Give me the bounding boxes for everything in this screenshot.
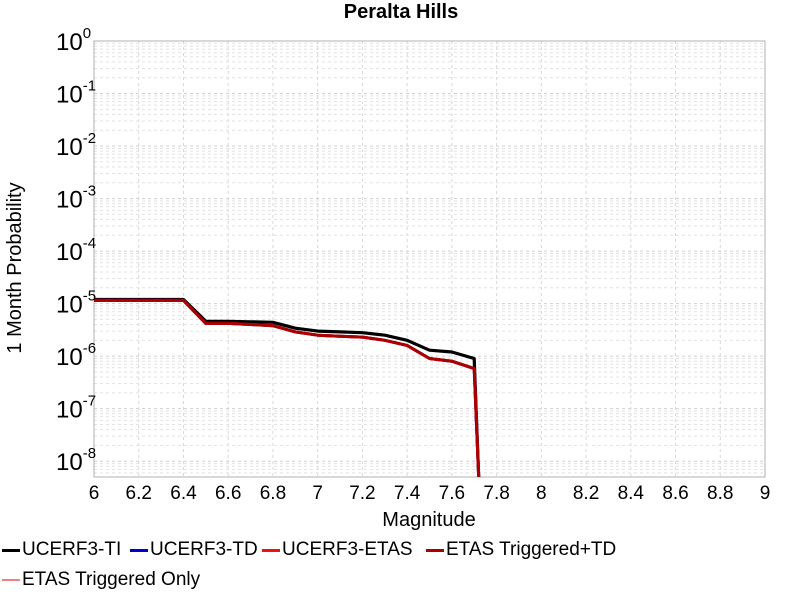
x-tick-label: 7.8 — [483, 483, 509, 504]
x-tick-label: 6.4 — [170, 483, 197, 504]
legend-swatch — [2, 579, 20, 581]
legend-swatch — [426, 548, 444, 552]
series-line-0 — [94, 297, 481, 478]
x-tick-label: 7 — [312, 483, 323, 504]
legend-swatch — [262, 548, 280, 552]
legend-label: UCERF3-TI — [22, 539, 122, 560]
y-tick-label: 10-5 — [56, 288, 96, 319]
x-tick-label: 6.8 — [260, 483, 286, 504]
x-tick-label: 8.8 — [707, 483, 733, 504]
y-tick-label: 10-1 — [56, 78, 96, 109]
x-tick-label: 7.6 — [439, 483, 465, 504]
y-tick-label: 10-8 — [56, 445, 96, 476]
legend-label: ETAS Triggered+TD — [446, 539, 617, 560]
x-tick-label: 7.2 — [349, 483, 375, 504]
x-tick-label: 6.6 — [215, 483, 241, 504]
plot-area — [93, 40, 766, 478]
chart-title: Peralta Hills — [344, 1, 459, 23]
series-line-3 — [94, 298, 481, 478]
legend-item: ETAS Triggered+TD — [426, 536, 616, 564]
legend-item: UCERF3-TD — [130, 536, 258, 564]
series-lines — [94, 297, 481, 478]
legend-swatch — [2, 548, 20, 552]
grid — [93, 40, 766, 478]
x-tick-label: 7.4 — [394, 483, 421, 504]
x-tick-label: 9 — [760, 483, 771, 504]
x-tick-label: 8 — [536, 483, 547, 504]
x-tick-label: 8.2 — [573, 483, 599, 504]
legend-item: UCERF3-TI — [2, 536, 121, 564]
x-axis-ticks: 6 6.2 6.4 6.6 6.8 7 7.2 7.4 7.6 7.8 8 8.2 8.4 8.6 8.8 9 — [89, 483, 771, 504]
legend-label: UCERF3-TD — [150, 539, 258, 560]
x-tick-label: 8.6 — [662, 483, 688, 504]
y-tick-label: 10-2 — [56, 130, 96, 161]
y-tick-label: 100 — [56, 25, 91, 56]
legend-item: ETAS Triggered Only — [2, 566, 200, 594]
y-axis-ticks: 10-8 10-7 10-6 10-5 10-4 10-3 10-2 10-1 100 — [56, 25, 96, 476]
x-tick-label: 6 — [89, 483, 100, 504]
legend: UCERF3-TI UCERF3-TD UCERF3-ETAS ETAS Trigge… — [0, 536, 800, 600]
y-axis-label: 1 Month Probability — [4, 182, 26, 353]
legend-label: ETAS Triggered Only — [22, 569, 201, 590]
y-tick-label: 10-4 — [56, 235, 96, 266]
x-tick-label: 6.2 — [126, 483, 152, 504]
chart: 6 6.2 6.4 6.6 6.8 7 7.2 7.4 7.6 7.8 8 8.2 8.4 8.6 8.8 9… — [4, 1, 771, 531]
legend-item: UCERF3-ETAS — [262, 536, 413, 564]
y-tick-label: 10-3 — [56, 183, 96, 214]
x-axis-label: Magnitude — [382, 509, 475, 531]
y-tick-label: 10-6 — [56, 340, 96, 371]
legend-label: UCERF3-ETAS — [282, 539, 413, 560]
legend-swatch — [130, 548, 148, 552]
y-tick-label: 10-7 — [56, 393, 96, 424]
x-tick-label: 8.4 — [618, 483, 645, 504]
